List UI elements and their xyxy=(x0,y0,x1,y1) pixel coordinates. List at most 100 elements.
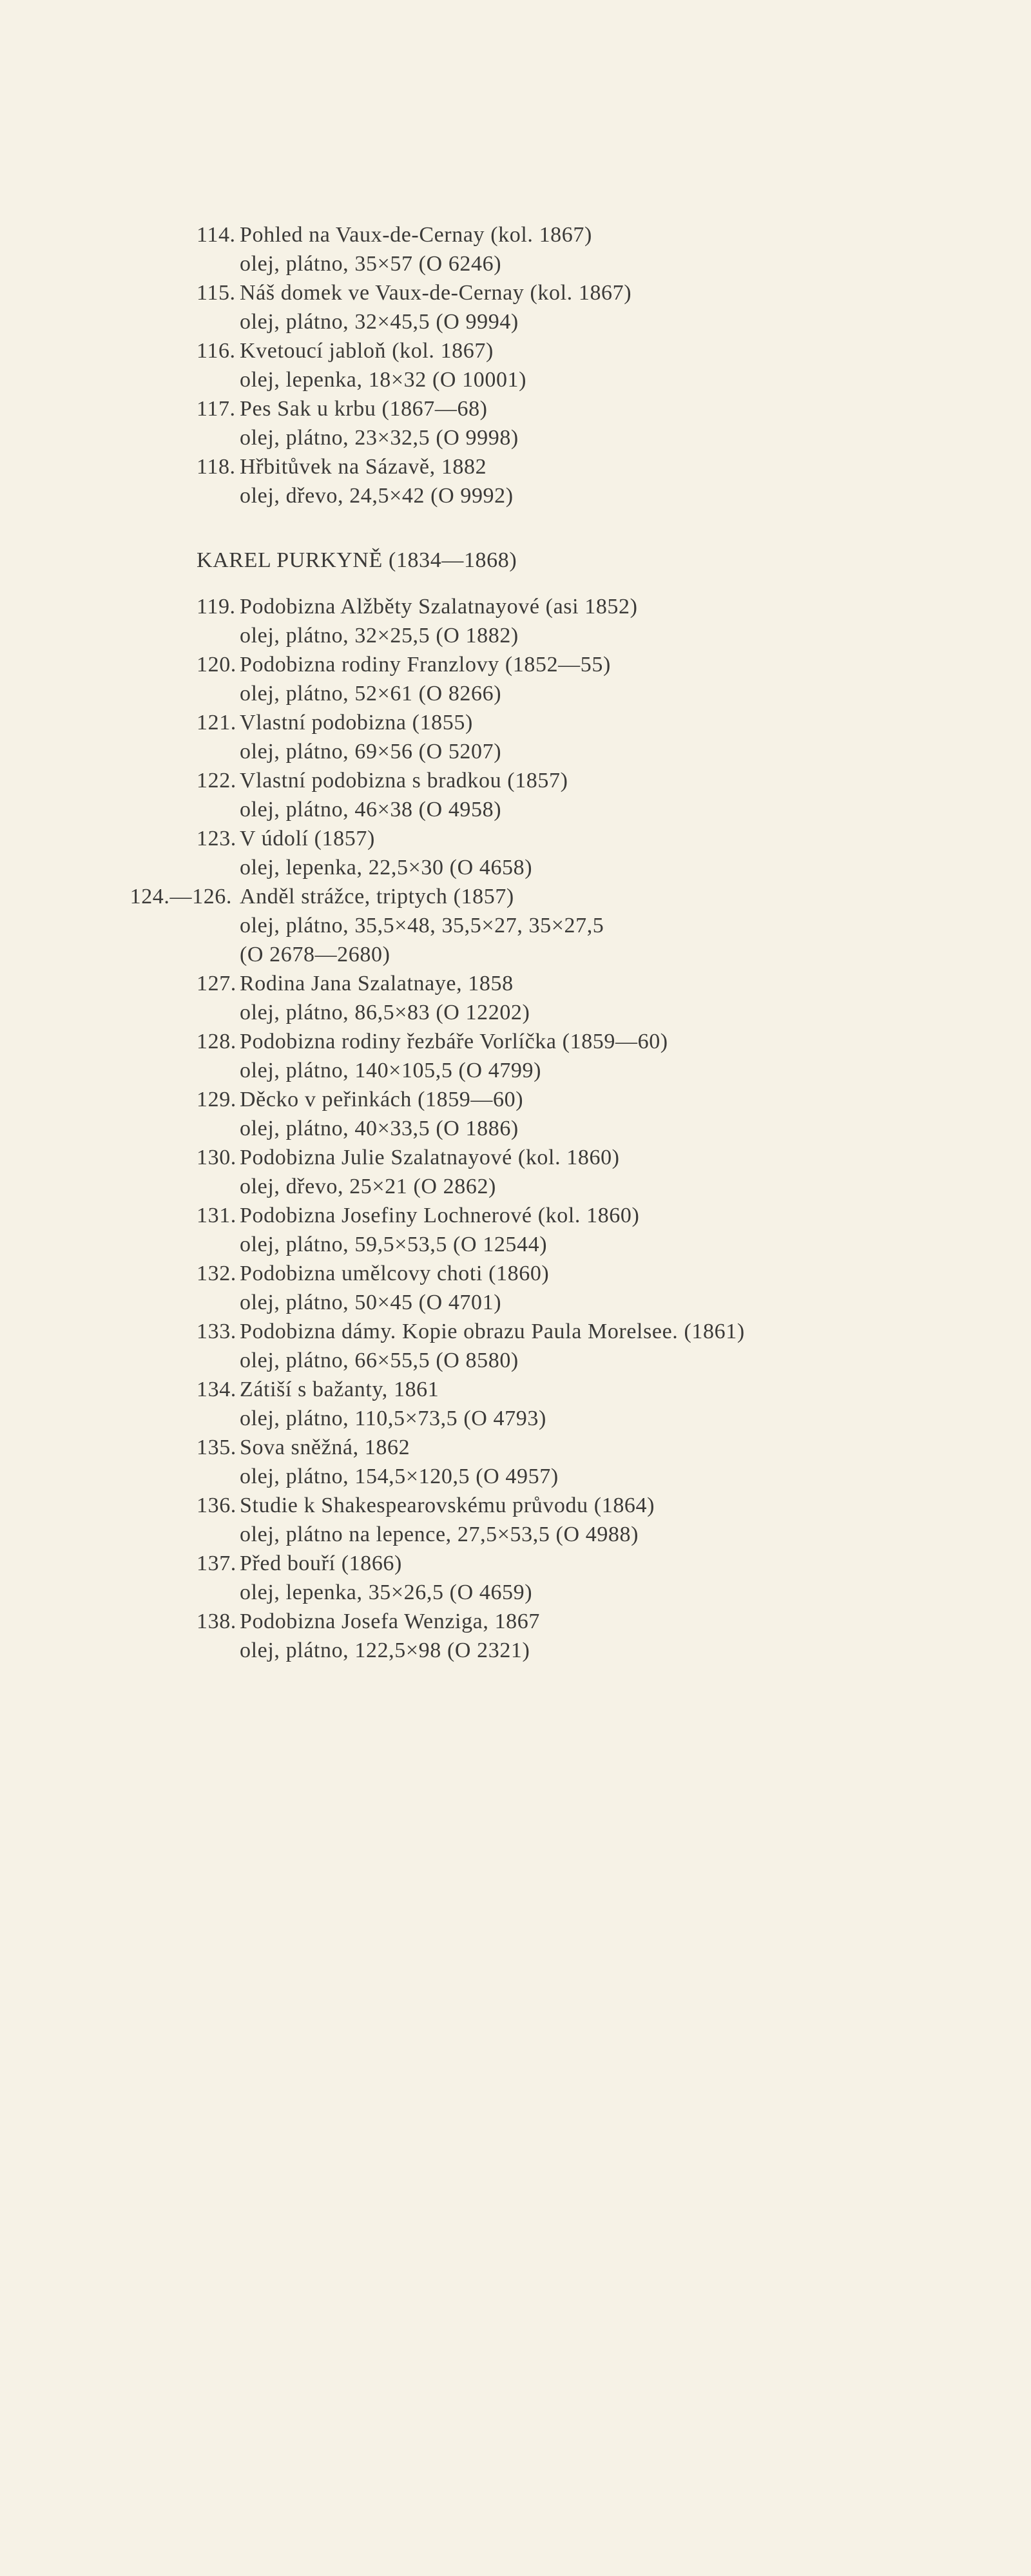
entry-text: Podobizna Josefiny Lochnerové (kol. 1860… xyxy=(240,1201,639,1259)
catalog-entry: 138. Podobizna Josefa Wenziga, 1867 olej, … xyxy=(197,1607,1002,1665)
catalog-list: 114. Pohled na Vaux-de-Cernay (kol. 1867)… xyxy=(130,220,1002,1665)
catalog-entry: 124.—126. Anděl strážce, triptych (1857) o… xyxy=(130,882,1002,969)
entry-text: Podobizna umělcovy choti (1860) olej, plá… xyxy=(240,1259,549,1317)
entry-number: 132. xyxy=(197,1262,236,1285)
entry-text: Děcko v peřinkách (1859—60) olej, plátno,… xyxy=(240,1085,523,1143)
catalog-entry: 123. V údolí (1857) olej, lepenka, 22,5×30… xyxy=(197,824,1002,882)
entry-title: Podobizna Josefiny Lochnerové (kol. 1860… xyxy=(240,1204,640,1227)
entry-title: Zátiší s bažanty, 1861 xyxy=(240,1378,439,1401)
entry-text: Podobizna rodiny řezbáře Vorlíčka (1859—… xyxy=(240,1027,668,1085)
entry-title: Podobizna Julie Szalatnayové (kol. 1860) xyxy=(240,1146,620,1169)
catalog-items-karel-purkyne: 119. Podobizna Alžběty Szalatnayové (asi … xyxy=(130,592,1002,1665)
entry-text: Vlastní podobizna s bradkou (1857) olej, … xyxy=(240,766,568,824)
entry-details: olej, lepenka, 35×26,5 (O 4659) xyxy=(240,1581,533,1604)
entry-number: 129. xyxy=(197,1088,236,1111)
entry-number: 138. xyxy=(197,1610,236,1633)
catalog-entry: 128. Podobizna rodiny řezbáře Vorlíčka (1… xyxy=(197,1027,1002,1085)
entry-number: 119. xyxy=(197,595,236,619)
entry-title: Podobizna dámy. Kopie obrazu Paula Morel… xyxy=(240,1320,745,1343)
catalog-entry: 136. Studie k Shakespearovskému průvodu (… xyxy=(197,1491,1002,1549)
entry-text: Podobizna Julie Szalatnayové (kol. 1860)… xyxy=(240,1143,620,1201)
entry-text: Podobizna Alžběty Szalatnayové (asi 1852… xyxy=(240,592,638,650)
entry-title: Anděl strážce, triptych (1857) xyxy=(240,885,514,908)
entry-details: olej, lepenka, 18×32 (O 10001) xyxy=(240,368,527,392)
entry-number: 117. xyxy=(197,397,236,421)
entry-number: 127. xyxy=(197,972,236,995)
catalog-entry: 129. Děcko v peřinkách (1859—60) olej, plá… xyxy=(197,1085,1002,1143)
catalog-entry: 127. Rodina Jana Szalatnaye, 1858 olej, pl… xyxy=(197,969,1002,1027)
entry-number: 130. xyxy=(197,1146,236,1169)
entry-number: 137. xyxy=(197,1552,236,1575)
entry-details: olej, plátno, 32×45,5 (O 9994) xyxy=(240,310,519,334)
entry-number: 134. xyxy=(197,1378,236,1401)
entry-number: 122. xyxy=(197,769,236,793)
entry-details: olej, plátno, 110,5×73,5 (O 4793) xyxy=(240,1407,546,1430)
entry-details: (O 2678—2680) xyxy=(240,943,390,966)
entry-title: Studie k Shakespearovskému průvodu (1864… xyxy=(240,1494,655,1517)
entry-title: Podobizna rodiny Franzlovy (1852—55) xyxy=(240,653,611,677)
entry-title: Náš domek ve Vaux-de-Cernay (kol. 1867) xyxy=(240,281,632,305)
entry-text: Podobizna rodiny Franzlovy (1852—55) olej… xyxy=(240,650,611,708)
entry-details: olej, plátno, 32×25,5 (O 1882) xyxy=(240,624,519,648)
entry-title: Sova sněžná, 1862 xyxy=(240,1436,410,1459)
entry-details: olej, dřevo, 24,5×42 (O 9992) xyxy=(240,484,514,508)
catalog-entry: 131. Podobizna Josefiny Lochnerové (kol. … xyxy=(197,1201,1002,1259)
entry-number: 120. xyxy=(197,653,236,677)
catalog-entry: 122. Vlastní podobizna s bradkou (1857) ol… xyxy=(197,766,1002,824)
entry-number: 135. xyxy=(197,1436,236,1459)
catalog-entry: 133. Podobizna dámy. Kopie obrazu Paula M… xyxy=(197,1317,1002,1375)
catalog-entry: 114. Pohled na Vaux-de-Cernay (kol. 1867)… xyxy=(197,220,1002,278)
entry-details: olej, plátno, 154,5×120,5 (O 4957) xyxy=(240,1465,559,1488)
entry-text: Studie k Shakespearovskému průvodu (1864… xyxy=(240,1491,655,1549)
entry-number: 128. xyxy=(197,1030,236,1053)
entry-text: V údolí (1857) olej, lepenka, 22,5×30 (O … xyxy=(240,824,532,882)
entry-number: 118. xyxy=(197,455,236,479)
entry-title: Děcko v peřinkách (1859—60) xyxy=(240,1088,524,1111)
entry-details: olej, plátno, 23×32,5 (O 9998) xyxy=(240,426,519,450)
entry-text: Náš domek ve Vaux-de-Cernay (kol. 1867) o… xyxy=(240,278,631,336)
entry-details: olej, plátno, 86,5×83 (O 12202) xyxy=(240,1001,530,1024)
entry-title: Podobizna rodiny řezbáře Vorlíčka (1859—… xyxy=(240,1030,668,1053)
entry-text: Vlastní podobizna (1855) olej, plátno, 69… xyxy=(240,708,501,766)
entry-details: olej, plátno, 59,5×53,5 (O 12544) xyxy=(240,1233,548,1256)
entry-details: olej, plátno, 66×55,5 (O 8580) xyxy=(240,1349,519,1372)
entry-number: 133. xyxy=(197,1320,236,1343)
catalog-entry: 130. Podobizna Julie Szalatnayové (kol. 1… xyxy=(197,1143,1002,1201)
entry-text: Rodina Jana Szalatnaye, 1858 olej, plátno… xyxy=(240,969,530,1027)
entry-text: Podobizna dámy. Kopie obrazu Paula Morel… xyxy=(240,1317,745,1375)
entry-details: olej, plátno, 35,5×48, 35,5×27, 35×27,5 xyxy=(240,914,604,937)
entry-text: Hřbitůvek na Sázavě, 1882 olej, dřevo, 24… xyxy=(240,452,514,510)
entry-text: Kvetoucí jabloň (kol. 1867) olej, lepenka… xyxy=(240,336,526,394)
entry-number: 124.—126. xyxy=(130,885,232,908)
entry-details: olej, plátno, 140×105,5 (O 4799) xyxy=(240,1059,542,1082)
entry-number: 123. xyxy=(197,827,236,851)
entry-details: olej, plátno, 40×33,5 (O 1886) xyxy=(240,1117,519,1140)
entry-details: olej, plátno, 122,5×98 (O 2321) xyxy=(240,1639,530,1662)
entry-title: Kvetoucí jabloň (kol. 1867) xyxy=(240,339,494,363)
entry-details: olej, dřevo, 25×21 (O 2862) xyxy=(240,1175,496,1198)
entry-text: Pes Sak u krbu (1867—68) olej, plátno, 23… xyxy=(240,394,519,452)
entry-text: Pohled na Vaux-de-Cernay (kol. 1867) olej… xyxy=(240,220,592,278)
entry-title: V údolí (1857) xyxy=(240,827,375,851)
entry-details: olej, plátno, 69×56 (O 5207) xyxy=(240,740,502,764)
entry-number: 114. xyxy=(197,223,236,247)
entry-text: Anděl strážce, triptych (1857) olej, plát… xyxy=(240,882,604,969)
entry-text: Před bouří (1866) olej, lepenka, 35×26,5 … xyxy=(240,1549,532,1607)
entry-details: olej, plátno, 52×61 (O 8266) xyxy=(240,682,502,706)
entry-title: Hřbitůvek na Sázavě, 1882 xyxy=(240,455,487,479)
entry-text: Sova sněžná, 1862 olej, plátno, 154,5×120… xyxy=(240,1433,559,1491)
entry-details: olej, plátno, 35×57 (O 6246) xyxy=(240,252,502,276)
artist-heading: KAREL PURKYNĚ (1834—1868) xyxy=(197,548,517,572)
catalog-entry: 121. Vlastní podobizna (1855) olej, plátno… xyxy=(197,708,1002,766)
catalog-entry: 118. Hřbitůvek na Sázavě, 1882 olej, dřevo… xyxy=(197,452,1002,510)
catalog-entry: 132. Podobizna umělcovy choti (1860) olej,… xyxy=(197,1259,1002,1317)
catalog-entry: 137. Před bouří (1866) olej, lepenka, 35×2… xyxy=(197,1549,1002,1607)
catalog-entry: 116. Kvetoucí jabloň (kol. 1867) olej, lep… xyxy=(197,336,1002,394)
entry-details: olej, lepenka, 22,5×30 (O 4658) xyxy=(240,856,533,879)
entry-number: 115. xyxy=(197,281,236,305)
entry-text: Zátiší s bažanty, 1861 olej, plátno, 110,… xyxy=(240,1375,546,1433)
entry-number: 116. xyxy=(197,339,236,363)
entry-title: Vlastní podobizna (1855) xyxy=(240,711,473,735)
catalog-entry: 134. Zátiší s bažanty, 1861 olej, plátno, … xyxy=(197,1375,1002,1433)
entry-number: 121. xyxy=(197,711,236,735)
